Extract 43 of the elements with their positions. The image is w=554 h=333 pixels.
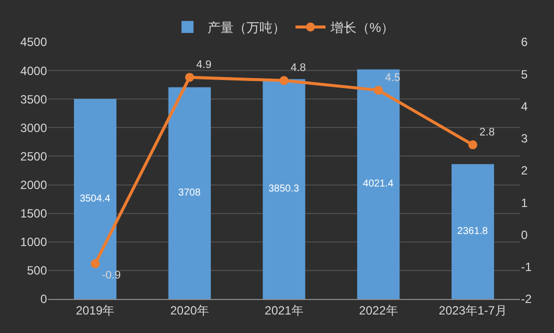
- x-tick-label: 2022年: [359, 303, 398, 318]
- y-tick-label: 3500: [20, 92, 48, 106]
- y2-tick-label: 6: [521, 35, 528, 50]
- legend-label: 产量（万吨）: [208, 20, 286, 36]
- y2-tick-label: 1: [521, 196, 528, 210]
- data-label: 3504.4: [80, 193, 111, 204]
- data-label: 4.9: [196, 58, 212, 71]
- bar: [357, 69, 400, 299]
- bar: [452, 164, 494, 299]
- y2-tick-label: -1: [521, 260, 532, 274]
- y-tick-label: 0: [40, 292, 48, 306]
- bar: [168, 87, 211, 299]
- point: [374, 86, 383, 95]
- y2-tick-label: 2: [521, 164, 528, 178]
- x-tick-label: 2021年: [264, 303, 304, 318]
- y2-tick-label: 3: [521, 132, 528, 146]
- data-label: 3708: [178, 188, 201, 199]
- y2-tick-label: 0: [521, 228, 528, 242]
- y-tick-label: 2000: [20, 178, 48, 192]
- data-label: 2361.8: [457, 226, 488, 238]
- y2-tick-label: 4: [521, 99, 528, 114]
- point: [90, 259, 100, 268]
- y2-tick-label: 5: [521, 67, 528, 82]
- point: [185, 72, 194, 82]
- data-label: 3850.3: [268, 184, 300, 195]
- point: [280, 76, 288, 86]
- y-tick-label: 4000: [20, 64, 48, 78]
- x-tick-label: 2019年: [76, 303, 115, 318]
- point: [468, 140, 478, 150]
- y-tick-label: 3000: [20, 120, 48, 135]
- data-label: 2.8: [479, 126, 495, 138]
- y2-tick-label: -2: [521, 292, 532, 306]
- data-label: 4.8: [290, 62, 306, 74]
- y-tick-label: 1500: [20, 206, 48, 221]
- bar: [262, 79, 306, 299]
- data-label: 4021.4: [362, 178, 394, 190]
- x-tick-label: 2020年: [170, 303, 209, 318]
- x-tick-label: 2023年1-7月: [438, 303, 507, 318]
- y-tick-label: 2500: [20, 149, 48, 164]
- legend-label: 增长（%）: [330, 20, 394, 36]
- y-tick-label: 1000: [20, 235, 48, 250]
- y-tick-label: 500: [26, 264, 48, 278]
- y-tick-label: 4500: [20, 35, 48, 50]
